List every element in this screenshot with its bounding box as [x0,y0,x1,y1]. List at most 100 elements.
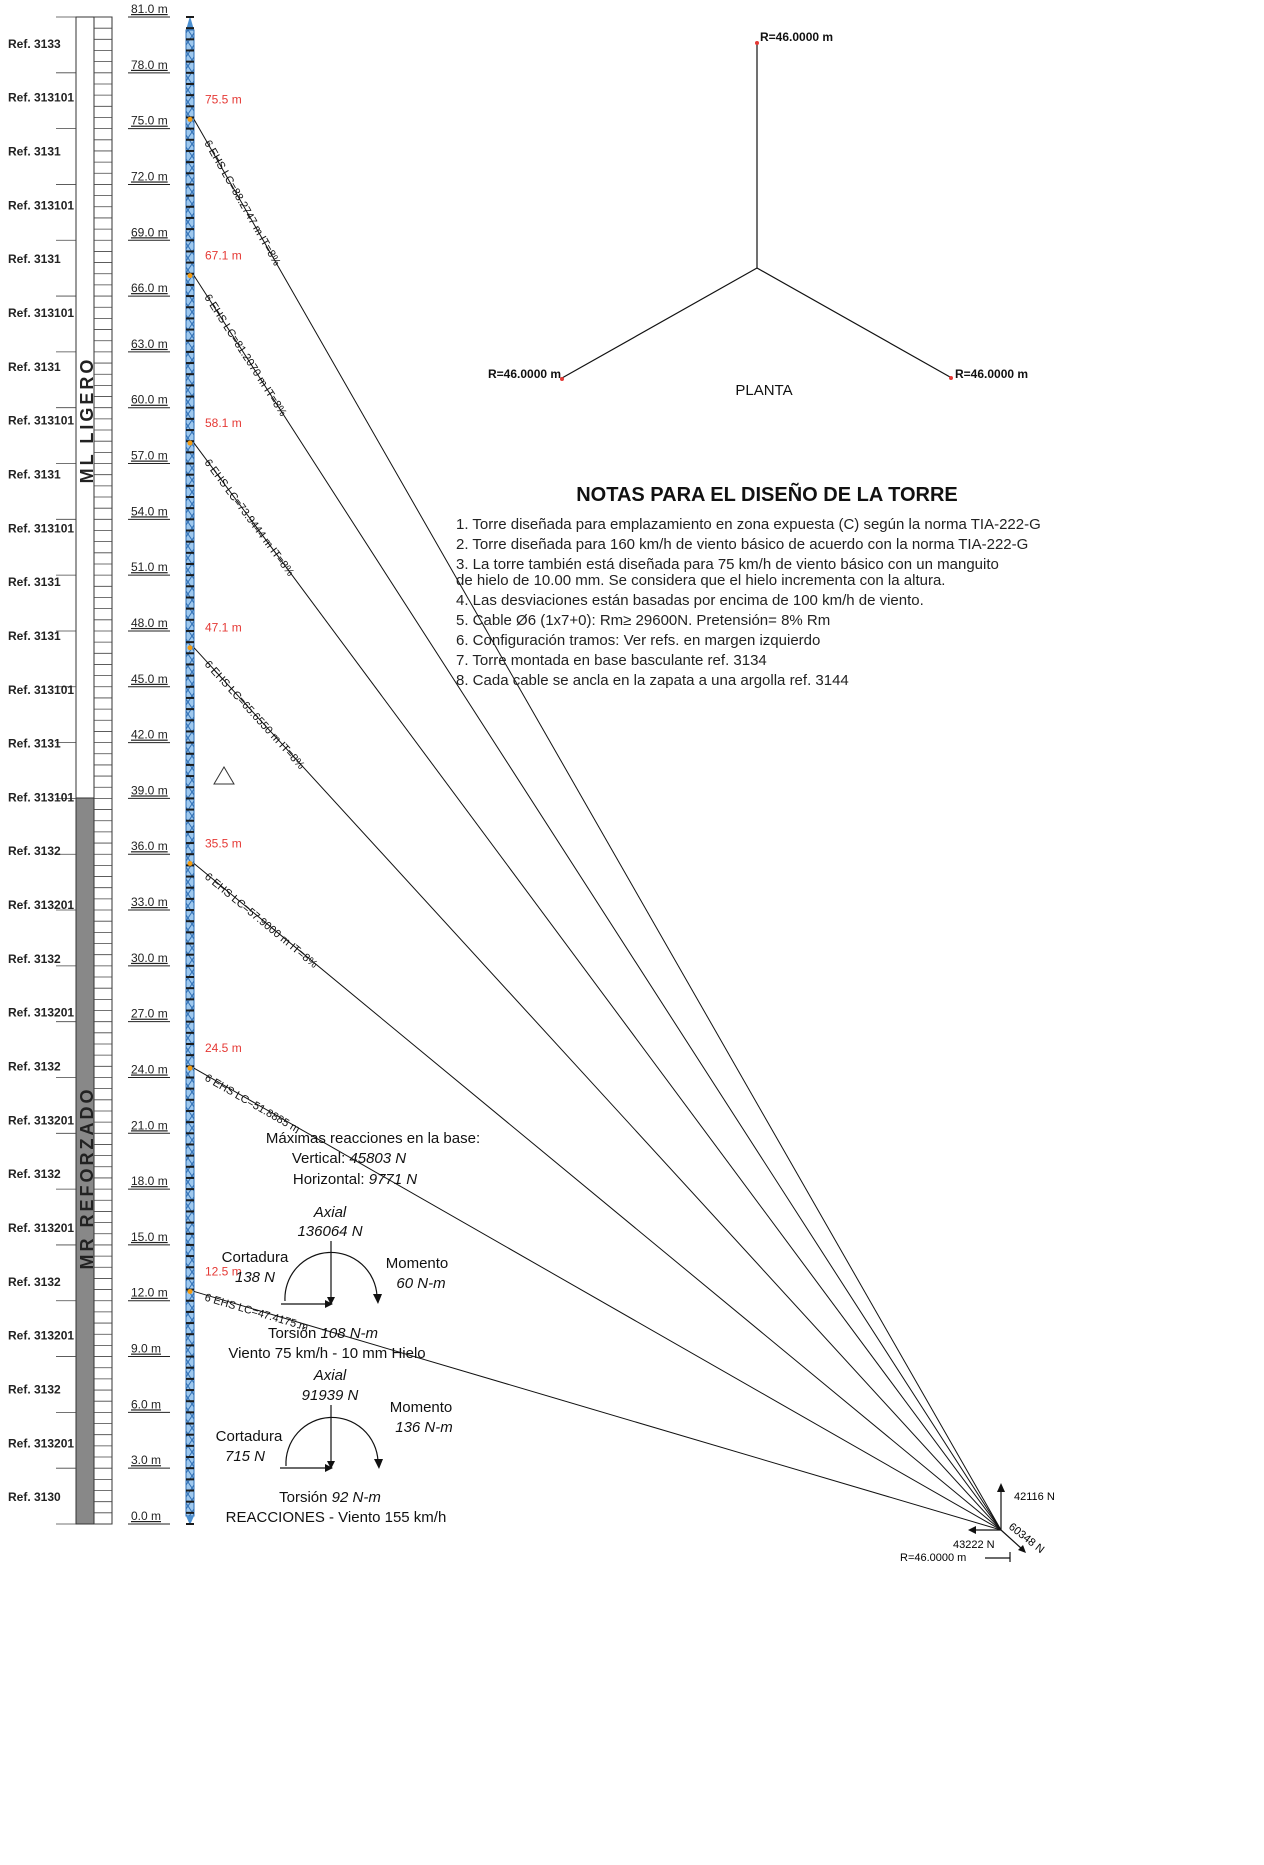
note-item: 4. Las desviaciones están basadas por en… [456,592,924,609]
mast-band [186,1121,194,1124]
plan-radius-right: R=46.0000 m [955,367,1028,381]
guy-cable-label: 6 EHS LC=73.9444 m IT=8% [202,457,297,579]
wind-moment-arc [285,1416,379,1467]
guy-cable-label: 6 EHS LC=57.9000 m IT=8% [202,871,320,971]
guy-anchor-point [187,440,193,446]
ref-labels: Ref. 3133 Ref. 313101 Ref. 3131 Ref. 313101… [8,37,74,1504]
mast-band [186,1422,194,1425]
guy-anchor-point [187,1065,193,1071]
mast-band [186,719,194,722]
plan-anchor-left [560,377,564,381]
mast-band [186,161,194,164]
wind-axial-value: 91939 N [302,1387,359,1404]
mast-band [186,741,194,744]
guy-level-label: 47.1 m [205,621,242,635]
ref-label: Ref. 3131 [8,252,61,266]
max-horizontal: Horizontal: 9771 N [293,1171,417,1188]
plan-arm-right [756,267,951,378]
mast-band [186,1333,194,1336]
mast-band [186,998,194,1001]
mast-band [186,1500,194,1503]
note-item: 5. Cable Ø6 (1x7+0): Rm≥ 29600N. Pretens… [456,612,830,629]
ref-label: Ref. 313201 [8,1113,74,1127]
guy-wires [193,119,1002,1531]
ice-shear-value: 138 N [235,1269,275,1286]
mast-band [186,585,194,588]
ref-label: Ref. 313101 [8,683,74,697]
mast-band [186,1165,194,1168]
mast-band [186,1400,194,1403]
mast-band [186,685,194,688]
mast-band [186,1444,194,1447]
anchor-vertical-force: 42116 N [1014,1491,1055,1503]
mast-band [186,94,194,97]
ref-label: Ref. 3131 [8,629,61,643]
mast-band [186,663,194,666]
mast-band [186,1456,194,1459]
guy-wire [193,863,1002,1531]
guy-anchor-point [187,273,193,279]
guy-cable-label: 6 EHS LC=51.8885 m [203,1072,302,1136]
ref-label: Ref. 3132 [8,1382,61,1396]
guy-wire [193,442,1002,1531]
mast-band [186,1310,194,1313]
mast-band [186,641,194,644]
guy-level-label: 58.1 m [205,416,242,430]
guy-anchor-point [187,1288,193,1294]
note-item: 1. Torre diseñada para emplazamiento en … [456,516,1041,533]
mast-band [186,1042,194,1045]
mast-band [186,49,194,52]
max-reactions-title: Máximas reacciones en la base: [266,1130,480,1147]
mast-band [186,1299,194,1302]
height-label: 69.0 m [131,225,168,239]
ice-reactions: Axial 136064 N Cortadura 138 N Momento 6… [222,1204,449,1362]
anchor-cable-arrowhead [1018,1545,1026,1553]
mast-band [186,127,194,130]
anchor-cable-force: 60348 N [1006,1521,1046,1556]
height-label: 12.0 m [131,1286,168,1300]
mast-band [186,16,194,18]
mast-band [186,708,194,711]
mast-band [186,1009,194,1012]
guy-anchor-point [187,116,193,122]
mast-band [186,149,194,152]
mast-band [186,362,194,365]
mast-band [186,607,194,610]
note-item: 7. Torre montada en base basculante ref.… [456,652,767,669]
ref-label: Ref. 313201 [8,1221,74,1235]
mast-band [186,1411,194,1414]
mast-band [186,228,194,231]
ref-label: Ref. 313201 [8,1329,74,1343]
mast-band [186,976,194,979]
note-item: 3. La torre también está diseñada para 7… [456,556,999,573]
wind-caption: REACCIONES - Viento 155 km/h [226,1509,447,1526]
height-label: 30.0 m [131,951,168,965]
mast-band [186,897,194,900]
ref-label: Ref. 3131 [8,360,61,374]
mast-band [186,886,194,889]
mast-band [186,1243,194,1246]
guy-level-label: 24.5 m [205,1041,242,1055]
height-label: 33.0 m [131,895,168,909]
ice-caption: Viento 75 km/h - 10 mm Hielo [228,1345,425,1362]
mast-band [186,842,194,845]
plan-arm-left [561,267,758,379]
mast-band [186,964,194,967]
anchor-horizontal-arrowhead [968,1526,976,1534]
height-label: 3.0 m [131,1453,161,1467]
wind-axial-arrowhead [327,1461,335,1469]
mast-band [186,696,194,699]
mast-band [186,1176,194,1179]
mast-band [186,987,194,990]
mast-band [186,1322,194,1325]
mast-band [186,1132,194,1135]
ref-label: Ref. 313101 [8,414,74,428]
anchor-vertical-arrowhead [997,1483,1005,1492]
wind-reactions: Axial 91939 N Momento 136 N-m Cortadura … [216,1367,453,1526]
mast-band [186,507,194,510]
mast-band [186,283,194,286]
mast-band [186,38,194,41]
guy-wire [193,119,1002,1531]
guy-wire [193,1067,1002,1531]
